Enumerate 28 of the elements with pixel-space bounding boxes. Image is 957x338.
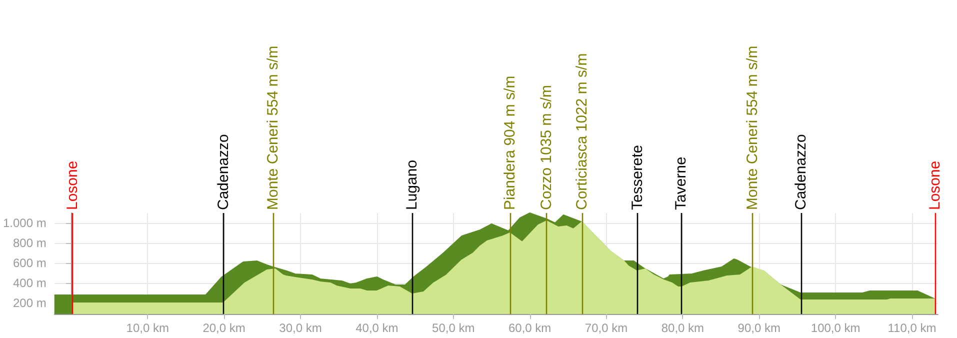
y-tick-label: 400 m — [13, 276, 46, 290]
x-tick-label: 30,0 km — [279, 321, 322, 335]
ref-line-label: Tesserete — [629, 144, 646, 210]
x-tick-label: 110,0 km — [888, 321, 936, 335]
ref-line-label: Cozzo 1035 m s/m — [538, 84, 556, 210]
y-tick-label: 1.000 m — [3, 216, 46, 230]
x-tick-label: 100,0 km — [810, 321, 860, 335]
ref-line-label: Monte Ceneri 554 m s/m — [744, 46, 761, 210]
ref-line-label: Cadenazzo — [792, 134, 810, 210]
ref-line-label: Cadenazzo — [214, 134, 232, 210]
ref-line-label: Losone — [926, 160, 944, 210]
x-tick-label: 90,0 km — [738, 321, 780, 335]
y-tick-label: 200 m — [13, 296, 46, 310]
x-tick-label: 40,0 km — [356, 321, 398, 335]
ref-line-label: Taverne — [672, 156, 690, 210]
ref-line-label: Losone — [64, 160, 82, 210]
x-tick-label: 60,0 km — [508, 321, 552, 335]
x-tick-label: 20,0 km — [202, 321, 246, 335]
y-tick-label: 600 m — [13, 256, 46, 270]
x-tick-label: 50,0 km — [432, 321, 475, 335]
y-tick-label: 800 m — [13, 236, 46, 250]
ref-line-label: Piandera 904 m s/m — [501, 76, 518, 210]
ref-line-label: Lugano — [404, 160, 421, 210]
ref-line-label: Corticiasca 1022 m s/m — [573, 53, 590, 210]
ref-line-label: Monte Ceneri 554 m s/m — [264, 46, 282, 210]
x-tick-label: 80,0 km — [661, 321, 704, 335]
x-tick-label: 10,0 km — [126, 321, 169, 335]
x-tick-label: 70,0 km — [584, 321, 628, 335]
